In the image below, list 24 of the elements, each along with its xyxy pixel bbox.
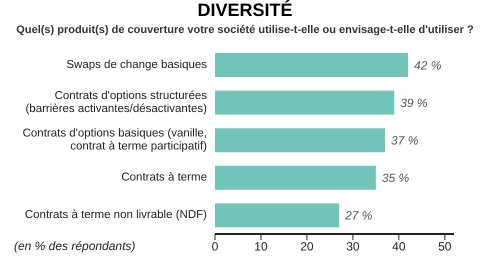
y-tick-label: Contrats d'options structurées (barrières activantes/désactivantes) [25,90,208,115]
chart-subtitle: Quel(s) produit(s) de couverture votre société utilise-t-elle ou envisage-t-elle d'utiliser ? [15,24,475,36]
data-label: 37 % [391,133,419,148]
x-axis-title: (en % des répondants) [14,239,136,253]
x-tick-label: 0 [212,240,219,254]
data-label: 35 % [382,171,410,186]
bar [215,203,340,228]
x-tick-label: 10 [254,240,268,254]
data-label: 27 % [344,208,373,223]
bar [215,53,408,77]
y-tick-label: Contrats à terme non livrable (NDF) [24,209,208,222]
bar [215,166,376,190]
y-tick-label: Contrats à terme [121,172,207,184]
x-tick-label: 50 [438,240,452,254]
bar [215,128,386,152]
y-tick-label: Contrats d'options basiques (vanille, contrat à terme participatif) [22,128,208,152]
bar [215,90,394,115]
y-tick-label: Swaps de change basiques [66,58,208,71]
x-tick-label: 20 [300,240,314,254]
x-tick-label: 40 [392,240,406,254]
x-tick-label: 30 [346,240,360,254]
chart-title: DIVERSITÉ [196,0,294,20]
data-label: 39 % [400,96,428,110]
data-label: 42 % [414,58,442,72]
